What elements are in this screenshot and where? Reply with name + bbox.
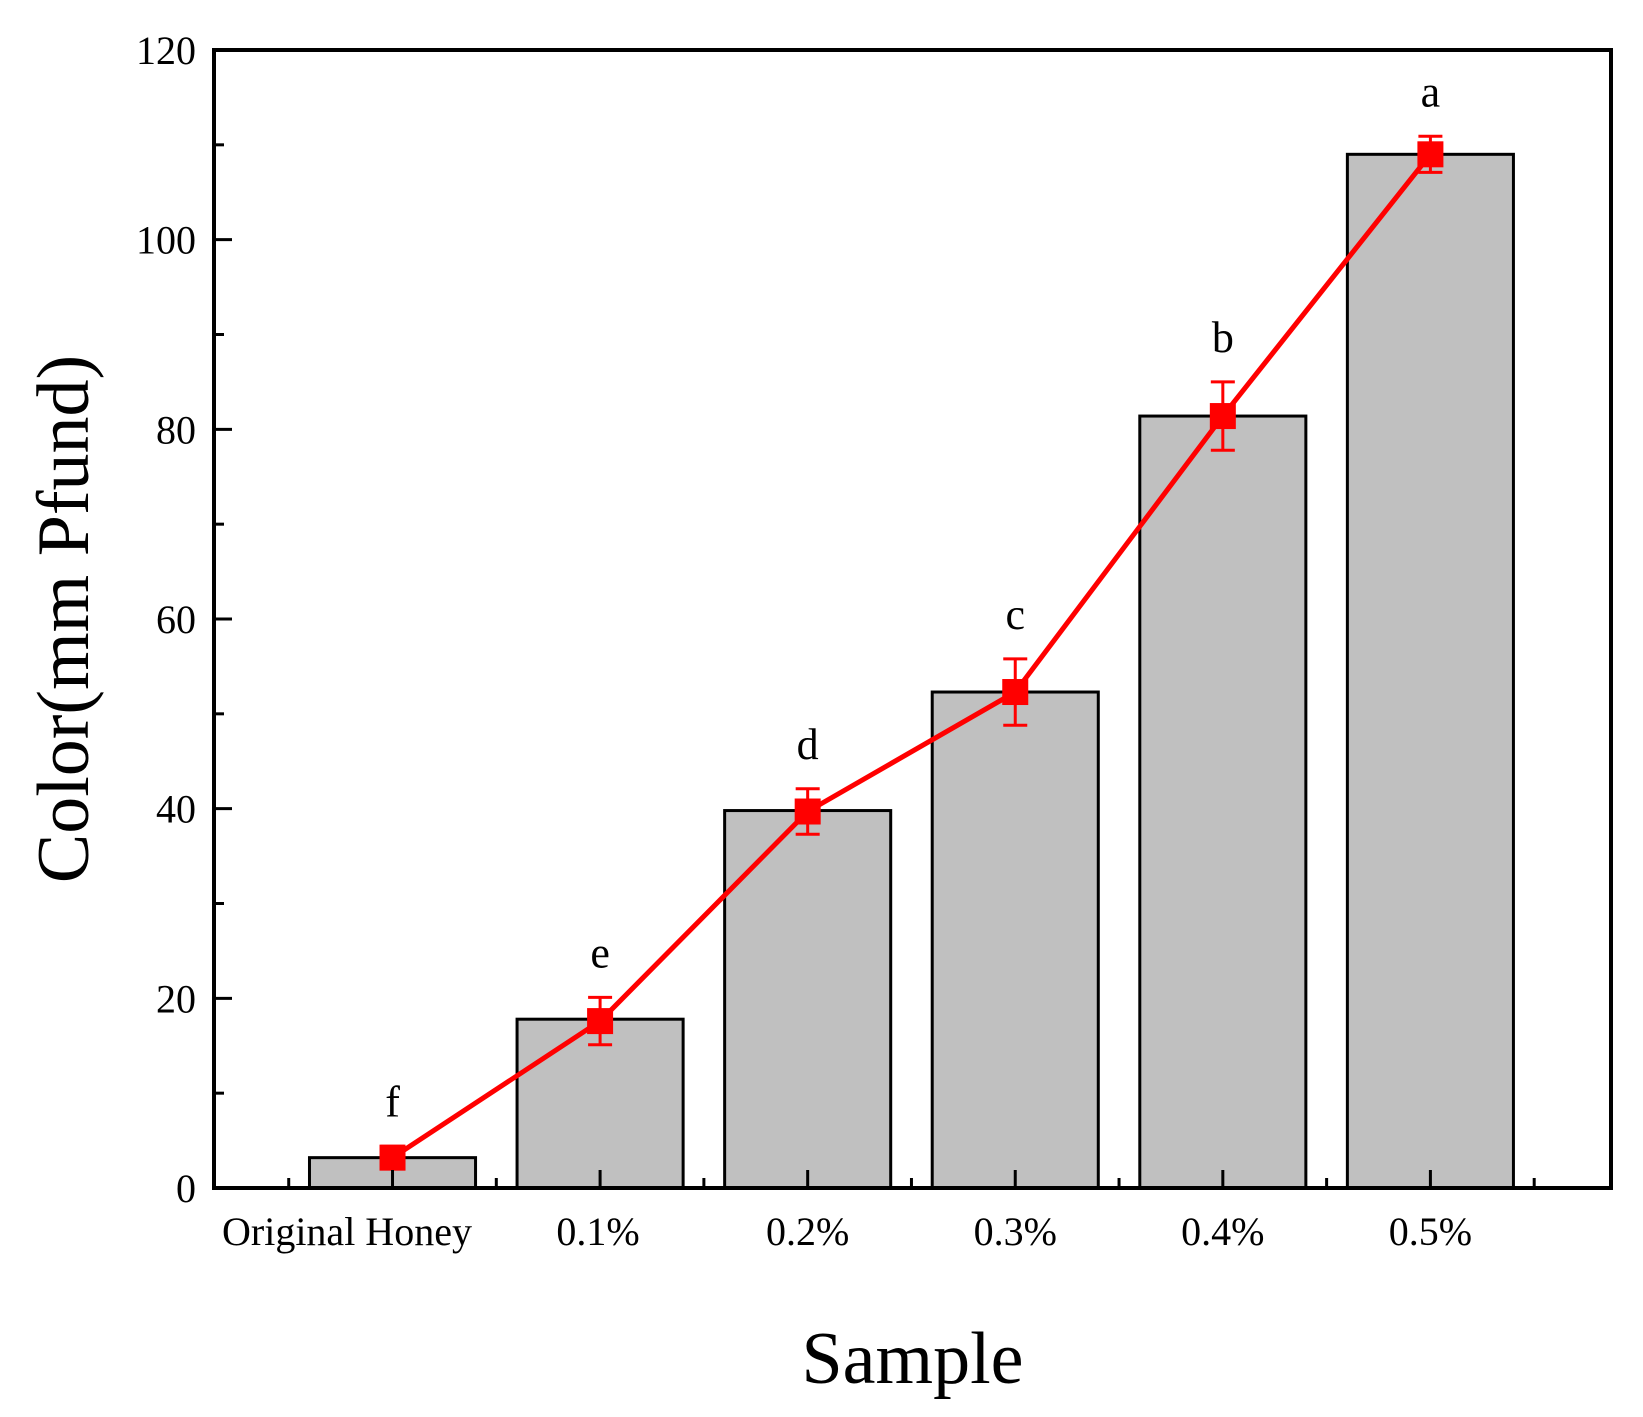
data-point-4 — [1209, 403, 1236, 430]
bar-1 — [515, 1017, 685, 1190]
labels-layer: 0 20 40 60 80 100 120 Original Honey 0.1% 0.2% 0.3… — [136, 28, 1472, 1254]
significance-label-4: b — [1212, 313, 1234, 362]
y-tick-label-4: 80 — [156, 407, 196, 452]
data-point-5 — [1417, 141, 1444, 168]
significance-label-5: a — [1421, 67, 1441, 116]
y-tick-label-5: 100 — [136, 218, 196, 263]
x-tick-label-5: 0.5% — [1389, 1209, 1472, 1254]
x-axis-title: Sample — [802, 1318, 1024, 1400]
y-tick-label-0: 0 — [176, 1166, 196, 1211]
ticks-layer — [214, 48, 1536, 1190]
series-line — [391, 152, 1433, 1160]
bar-3 — [930, 690, 1100, 1190]
line-series-layer — [391, 152, 1433, 1160]
y-tick-label-3: 60 — [156, 597, 196, 642]
data-point-3 — [1002, 679, 1029, 706]
bar-4 — [1138, 414, 1308, 1190]
significance-label-0: f — [385, 1077, 400, 1126]
data-point-0 — [379, 1144, 406, 1171]
significance-label-3: c — [1005, 590, 1025, 639]
data-point-2 — [794, 798, 821, 825]
data-point-1 — [587, 1008, 614, 1035]
x-tick-label-4: 0.4% — [1181, 1209, 1264, 1254]
y-tick-label-1: 20 — [156, 976, 196, 1021]
markers-layer — [379, 134, 1444, 1171]
y-tick-label-2: 40 — [156, 787, 196, 832]
y-axis-title: Color(mm Pfund) — [23, 355, 105, 883]
y-tick-label-6: 120 — [136, 28, 196, 73]
significance-label-2: d — [797, 720, 819, 769]
x-tick-label-2: 0.2% — [766, 1209, 849, 1254]
x-tick-label-1: 0.1% — [556, 1209, 639, 1254]
bars-layer — [307, 152, 1515, 1190]
bar-5 — [1345, 152, 1515, 1190]
significance-label-1: e — [590, 928, 610, 977]
x-tick-label-0: Original Honey — [222, 1209, 472, 1254]
x-tick-label-3: 0.3% — [974, 1209, 1057, 1254]
